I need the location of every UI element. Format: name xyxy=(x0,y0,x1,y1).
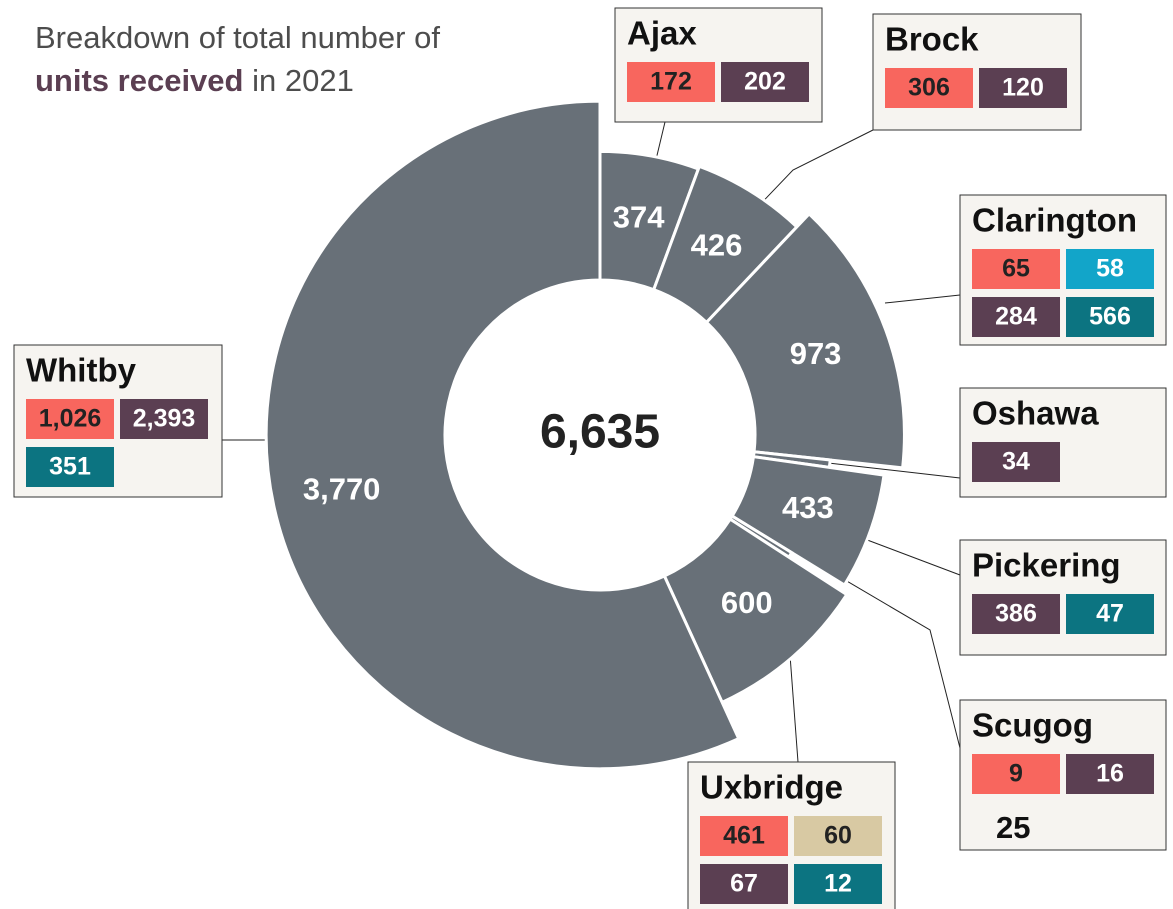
breakdown-label: 284 xyxy=(995,303,1037,331)
callout-title: Clarington xyxy=(972,202,1137,239)
breakdown-label: 2,393 xyxy=(133,405,196,433)
breakdown-label: 1,026 xyxy=(39,405,102,433)
chart-subtitle: units received in 2021 xyxy=(35,63,354,98)
breakdown-label: 120 xyxy=(1002,74,1044,102)
breakdown-chip xyxy=(885,68,973,108)
title-end: in 2021 xyxy=(252,63,354,98)
breakdown-chip xyxy=(794,816,882,856)
breakdown-label: 172 xyxy=(650,68,692,96)
breakdown-chip xyxy=(972,442,1060,482)
breakdown-label: 306 xyxy=(908,74,950,102)
leader-line xyxy=(861,537,961,576)
segment-label: 433 xyxy=(782,490,834,525)
breakdown-label: 34 xyxy=(1002,448,1030,476)
breakdown-chip xyxy=(700,864,788,904)
breakdown-chip xyxy=(1066,249,1154,289)
donut-segment xyxy=(704,211,906,470)
breakdown-chip xyxy=(972,297,1060,337)
segment-label: 374 xyxy=(613,199,665,234)
breakdown-label: 386 xyxy=(995,600,1037,628)
breakdown-label: 67 xyxy=(730,870,758,898)
breakdown-chip xyxy=(1066,754,1154,794)
breakdown-label: 58 xyxy=(1096,255,1124,283)
breakdown-chip xyxy=(979,68,1067,108)
breakdown-chip xyxy=(700,816,788,856)
leader-line xyxy=(884,294,961,304)
callout-title: Brock xyxy=(885,21,979,58)
title-bold: units received xyxy=(35,63,243,98)
callout-title: Oshawa xyxy=(972,395,1099,432)
breakdown-chip xyxy=(721,62,809,102)
callout-title: Whitby xyxy=(26,352,137,389)
breakdown-label: 202 xyxy=(744,68,786,96)
breakdown-label: 9 xyxy=(1009,760,1023,788)
total-label: 6,635 xyxy=(540,406,660,459)
breakdown-label: 566 xyxy=(1089,303,1131,331)
breakdown-chip xyxy=(972,594,1060,634)
breakdown-chip xyxy=(972,249,1060,289)
segment-label: 426 xyxy=(691,228,743,263)
callout-total: 25 xyxy=(996,810,1030,845)
segment-label: 973 xyxy=(790,336,842,371)
breakdown-chip xyxy=(1066,594,1154,634)
callout-title: Uxbridge xyxy=(700,769,843,806)
callout-title: Ajax xyxy=(627,15,697,52)
breakdown-chip xyxy=(120,399,208,439)
breakdown-chip xyxy=(26,447,114,487)
donut-segment xyxy=(264,99,741,771)
chart-title: Breakdown of total number of xyxy=(35,20,440,55)
breakdown-chip xyxy=(794,864,882,904)
segment-label: 3,770 xyxy=(303,471,381,506)
breakdown-label: 60 xyxy=(824,822,852,850)
breakdown-label: 16 xyxy=(1096,760,1124,788)
breakdown-label: 12 xyxy=(824,870,852,898)
callout-title: Scugog xyxy=(972,707,1093,744)
callout-title: Pickering xyxy=(972,547,1121,584)
breakdown-chip xyxy=(26,399,114,439)
breakdown-label: 47 xyxy=(1096,600,1124,628)
donut-segment xyxy=(730,454,886,588)
breakdown-label: 351 xyxy=(49,453,91,481)
breakdown-label: 65 xyxy=(1002,255,1030,283)
breakdown-chip xyxy=(1066,297,1154,337)
breakdown-label: 461 xyxy=(723,822,765,850)
leader-line xyxy=(789,654,799,763)
segment-label: 600 xyxy=(721,585,773,620)
breakdown-chip xyxy=(627,62,715,102)
breakdown-chip xyxy=(972,754,1060,794)
